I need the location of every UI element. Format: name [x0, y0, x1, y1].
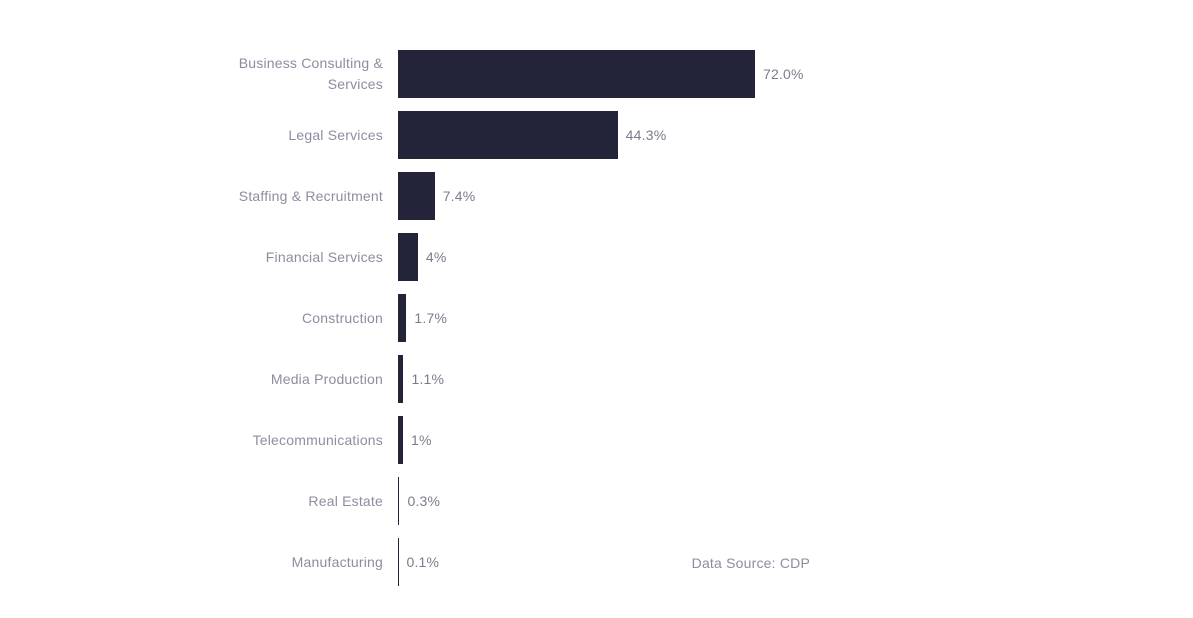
value-label: 72.0%	[763, 66, 804, 82]
bar	[398, 172, 435, 220]
category-label: Manufacturing	[291, 553, 383, 570]
bar-chart: Business Consulting & Services 72.0% Legal…	[0, 50, 1193, 599]
chart-row: Staffing & Recruitment 7.4%	[0, 172, 1193, 220]
chart-row: Legal Services 44.3%	[0, 111, 1193, 159]
chart-row: Manufacturing 0.1%	[0, 538, 1193, 586]
category-label: Real Estate	[308, 492, 383, 509]
value-label: 44.3%	[625, 127, 667, 143]
chart-row: Media Production 1.1%	[0, 355, 1193, 403]
category-label: Telecommunications	[252, 431, 383, 448]
chart-row: Real Estate 0.3%	[0, 477, 1193, 525]
data-source-note: Data Source: CDP	[691, 555, 810, 571]
category-label: Staffing & Recruitment	[238, 187, 383, 204]
value-label: 0.1%	[406, 554, 440, 570]
bar	[398, 355, 404, 403]
category-label: Business Consulting & Services	[238, 55, 383, 92]
category-label: Legal Services	[288, 126, 383, 143]
bar	[398, 233, 418, 281]
bar	[398, 294, 407, 342]
category-label: Construction	[302, 309, 383, 326]
value-label: 1.1%	[411, 371, 445, 387]
chart-row: Telecommunications 1%	[0, 416, 1193, 464]
chart-row: Business Consulting & Services 72.0%	[0, 50, 1193, 98]
bar	[398, 477, 400, 525]
value-label: 7.4%	[442, 188, 476, 204]
bar	[398, 416, 403, 464]
chart-row: Financial Services 4%	[0, 233, 1193, 281]
bar	[398, 111, 618, 159]
value-label: 1.7%	[414, 310, 448, 326]
chart-row: Construction 1.7%	[0, 294, 1193, 342]
value-label: 0.3%	[407, 493, 441, 509]
value-label: 4%	[425, 249, 447, 265]
category-label: Financial Services	[265, 248, 383, 265]
category-label: Media Production	[270, 370, 383, 387]
bar	[398, 50, 755, 98]
value-label: 1%	[410, 432, 432, 448]
